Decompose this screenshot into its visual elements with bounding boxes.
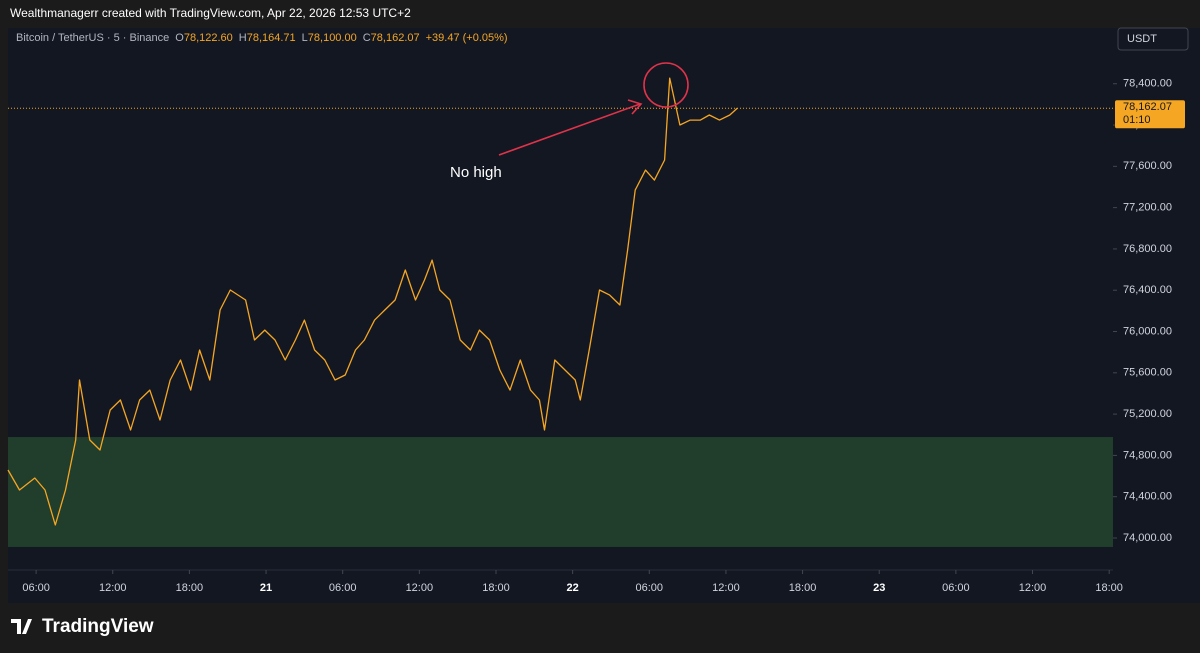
x-tick-label: 23 (873, 582, 885, 594)
currency: USDT (1127, 33, 1157, 45)
symbol-name: Bitcoin / TetherUS · 5 · Binance (16, 32, 169, 44)
logo-icon (11, 619, 32, 634)
x-tick-label: 12:00 (712, 582, 740, 594)
y-tick-label: 77,200.00 (1123, 202, 1172, 214)
y-tick-label: 76,000.00 (1123, 325, 1172, 337)
annotation: No high (450, 164, 502, 181)
x-tick-label: 12:00 (1019, 582, 1047, 594)
logo: TradingView (11, 616, 154, 637)
x-tick-label: 18:00 (1095, 582, 1123, 594)
y-tick-label: 74,000.00 (1123, 532, 1172, 544)
y-tick-label: 77,600.00 (1123, 160, 1172, 172)
ohlc-value: 78,122.60 (184, 32, 233, 44)
y-tick-label: 78,400.00 (1123, 78, 1172, 90)
support-zone (8, 437, 1113, 547)
x-tick-label: 06:00 (636, 582, 664, 594)
logo-text: TradingView (42, 616, 154, 637)
y-tick-label: 74,400.00 (1123, 491, 1172, 503)
x-tick-label: 21 (260, 582, 272, 594)
price-label-box (1115, 100, 1185, 129)
ohlc-key: O (175, 32, 184, 44)
y-tick-label: 74,800.00 (1123, 449, 1172, 461)
price-line (7, 77, 738, 526)
x-tick-label: 06:00 (329, 582, 357, 594)
x-tick-label: 12:00 (99, 582, 127, 594)
currency-box (1117, 27, 1189, 51)
ohlc-value: 78,100.00 (308, 32, 357, 44)
x-tick-label: 06:00 (942, 582, 970, 594)
change: +39.47 (+0.05%) (426, 32, 508, 44)
y-tick-label: 76,400.00 (1123, 284, 1172, 296)
countdown: 01:10 (1123, 114, 1151, 126)
x-tick-label: 22 (567, 582, 579, 594)
x-tick-label: 12:00 (406, 582, 434, 594)
price-label: 78,162.07 (1123, 101, 1172, 113)
symbol: Bitcoin / TetherUS · 5 · Binance O78,122.… (16, 32, 508, 44)
ohlc-key: H (239, 32, 247, 44)
attribution: Wealthmanagerr created with TradingView.… (10, 6, 411, 20)
x-tick-label: 06:00 (22, 582, 50, 594)
y-tick-label: 75,200.00 (1123, 408, 1172, 420)
x-tick-label: 18:00 (176, 582, 204, 594)
ohlc-key: C (363, 32, 371, 44)
arrow-shaft (498, 103, 641, 156)
y-tick-label: 76,800.00 (1123, 243, 1172, 255)
x-tick-label: 18:00 (789, 582, 817, 594)
x-tick-label: 18:00 (482, 582, 510, 594)
ohlc-key: L (302, 32, 308, 44)
ohlc-value: 78,162.07 (371, 32, 420, 44)
ohlc-value: 78,164.71 (247, 32, 296, 44)
highlight-circle (643, 62, 689, 108)
arrow-head (627, 99, 643, 115)
y-tick-label: 75,600.00 (1123, 367, 1172, 379)
